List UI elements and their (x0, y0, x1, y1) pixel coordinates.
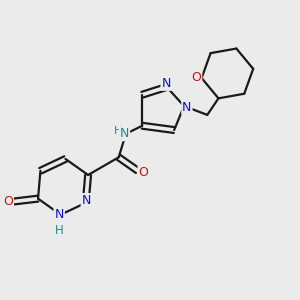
Text: O: O (138, 167, 148, 179)
Text: O: O (3, 195, 13, 208)
Text: N: N (182, 101, 192, 114)
Text: H: H (55, 224, 64, 237)
Text: N: N (120, 127, 129, 140)
Text: N: N (55, 208, 64, 221)
Text: H: H (114, 126, 122, 136)
Text: N: N (161, 77, 171, 90)
Text: N: N (82, 194, 91, 207)
Text: O: O (191, 71, 201, 84)
